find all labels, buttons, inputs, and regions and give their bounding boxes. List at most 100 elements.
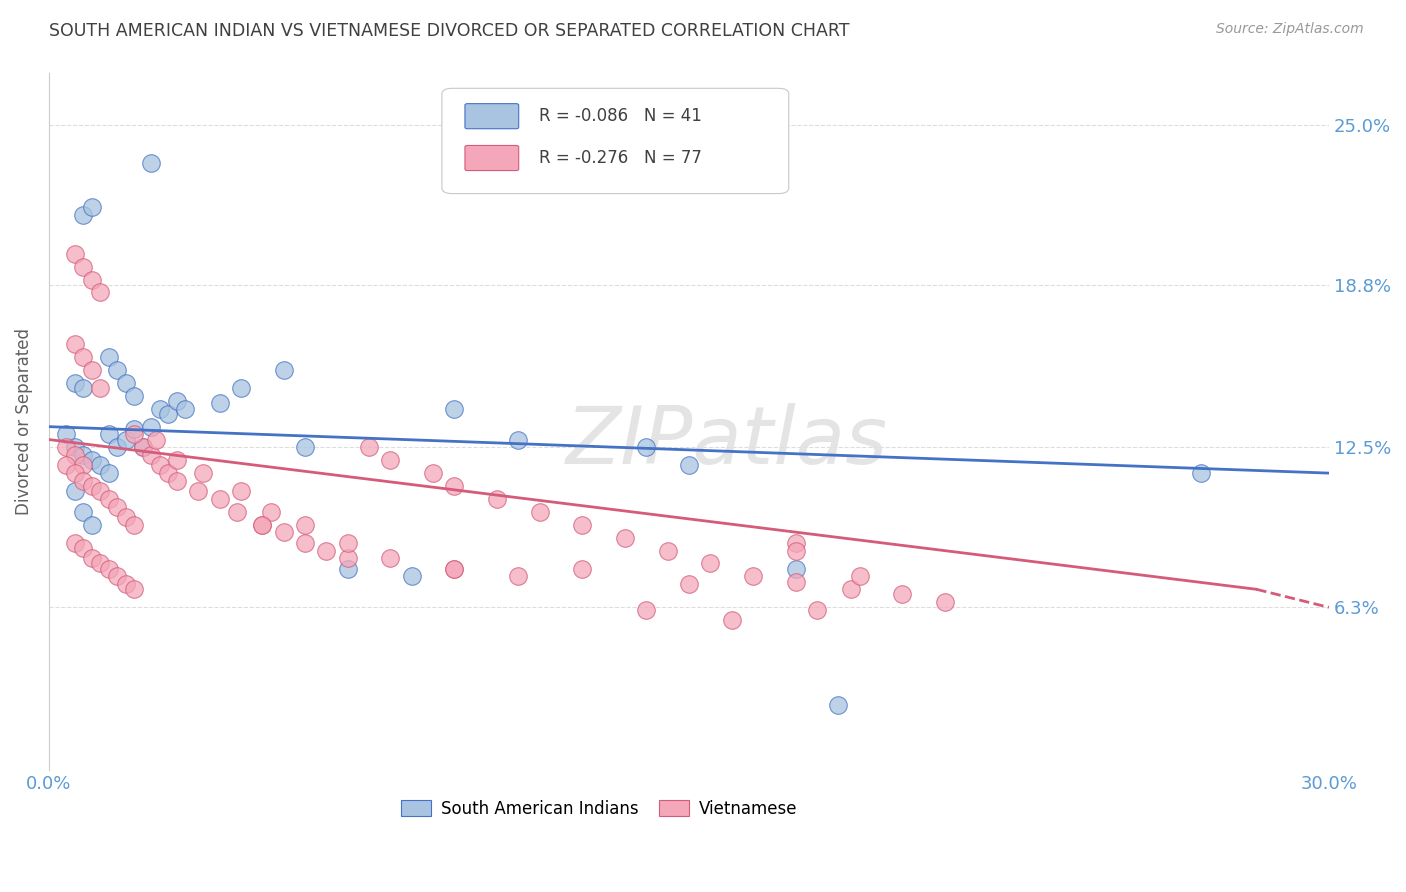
Point [72, 448, 94, 462]
Point [97, 561, 120, 575]
Point [636, 603, 658, 617]
Point [336, 561, 359, 575]
Point [443, 401, 465, 416]
Point [124, 427, 146, 442]
Point [89, 484, 111, 499]
Text: R = -0.086   N = 41: R = -0.086 N = 41 [538, 107, 702, 125]
Point [105, 363, 128, 377]
Point [55, 440, 77, 454]
Point [72, 260, 94, 274]
Point [63, 376, 86, 390]
Point [157, 407, 180, 421]
Point [208, 396, 231, 410]
Point [294, 517, 316, 532]
Point [529, 505, 551, 519]
Text: Source: ZipAtlas.com: Source: ZipAtlas.com [1216, 22, 1364, 37]
Point [166, 393, 188, 408]
Point [80, 453, 103, 467]
Point [336, 551, 359, 566]
Point [63, 440, 86, 454]
Point [114, 577, 136, 591]
Point [827, 698, 849, 713]
Point [191, 466, 214, 480]
Point [97, 491, 120, 506]
Point [97, 350, 120, 364]
Point [422, 466, 444, 480]
Point [124, 389, 146, 403]
Point [132, 440, 155, 454]
Point [141, 156, 163, 170]
Point [229, 381, 252, 395]
Point [839, 582, 862, 597]
Point [80, 517, 103, 532]
Point [380, 551, 402, 566]
FancyBboxPatch shape [465, 145, 519, 170]
Point [63, 337, 86, 351]
Point [141, 419, 163, 434]
Point [229, 484, 252, 499]
Point [72, 474, 94, 488]
Point [114, 376, 136, 390]
Y-axis label: Divorced or Separated: Divorced or Separated [15, 328, 32, 515]
Point [294, 440, 316, 454]
Point [89, 285, 111, 300]
Point [124, 517, 146, 532]
Point [401, 569, 423, 583]
Point [742, 569, 765, 583]
Point [785, 543, 807, 558]
Point [105, 500, 128, 514]
Point [891, 587, 914, 601]
Point [97, 427, 120, 442]
Point [443, 479, 465, 493]
Point [97, 466, 120, 480]
Point [114, 433, 136, 447]
Point [208, 491, 231, 506]
Point [157, 466, 180, 480]
Point [89, 557, 111, 571]
Point [63, 246, 86, 260]
Point [72, 541, 94, 555]
Point [124, 582, 146, 597]
Point [357, 440, 380, 454]
Point [678, 577, 700, 591]
Text: SOUTH AMERICAN INDIAN VS VIETNAMESE DIVORCED OR SEPARATED CORRELATION CHART: SOUTH AMERICAN INDIAN VS VIETNAMESE DIVO… [49, 22, 849, 40]
Point [80, 272, 103, 286]
Point [225, 505, 247, 519]
Text: ZIPatlas: ZIPatlas [567, 403, 889, 482]
Point [72, 505, 94, 519]
Point [273, 363, 295, 377]
Point [105, 440, 128, 454]
Point [508, 569, 530, 583]
Point [508, 433, 530, 447]
Point [174, 401, 197, 416]
Point [166, 474, 188, 488]
Point [443, 561, 465, 575]
Text: R = -0.276   N = 77: R = -0.276 N = 77 [538, 149, 702, 167]
Point [89, 458, 111, 473]
Point [105, 569, 128, 583]
Point [336, 536, 359, 550]
Point [80, 551, 103, 566]
Point [149, 401, 172, 416]
Point [785, 561, 807, 575]
Point [571, 517, 593, 532]
Point [72, 208, 94, 222]
Point [699, 557, 721, 571]
Point [252, 517, 274, 532]
Point [141, 448, 163, 462]
Point [315, 543, 337, 558]
Point [63, 484, 86, 499]
Point [166, 453, 188, 467]
Point [657, 543, 679, 558]
Point [187, 484, 209, 499]
Point [114, 510, 136, 524]
Point [72, 381, 94, 395]
Point [63, 536, 86, 550]
Legend: South American Indians, Vietnamese: South American Indians, Vietnamese [395, 793, 804, 824]
FancyBboxPatch shape [465, 103, 519, 128]
Point [443, 561, 465, 575]
Point [848, 569, 870, 583]
Point [72, 458, 94, 473]
Point [63, 448, 86, 462]
Point [785, 536, 807, 550]
